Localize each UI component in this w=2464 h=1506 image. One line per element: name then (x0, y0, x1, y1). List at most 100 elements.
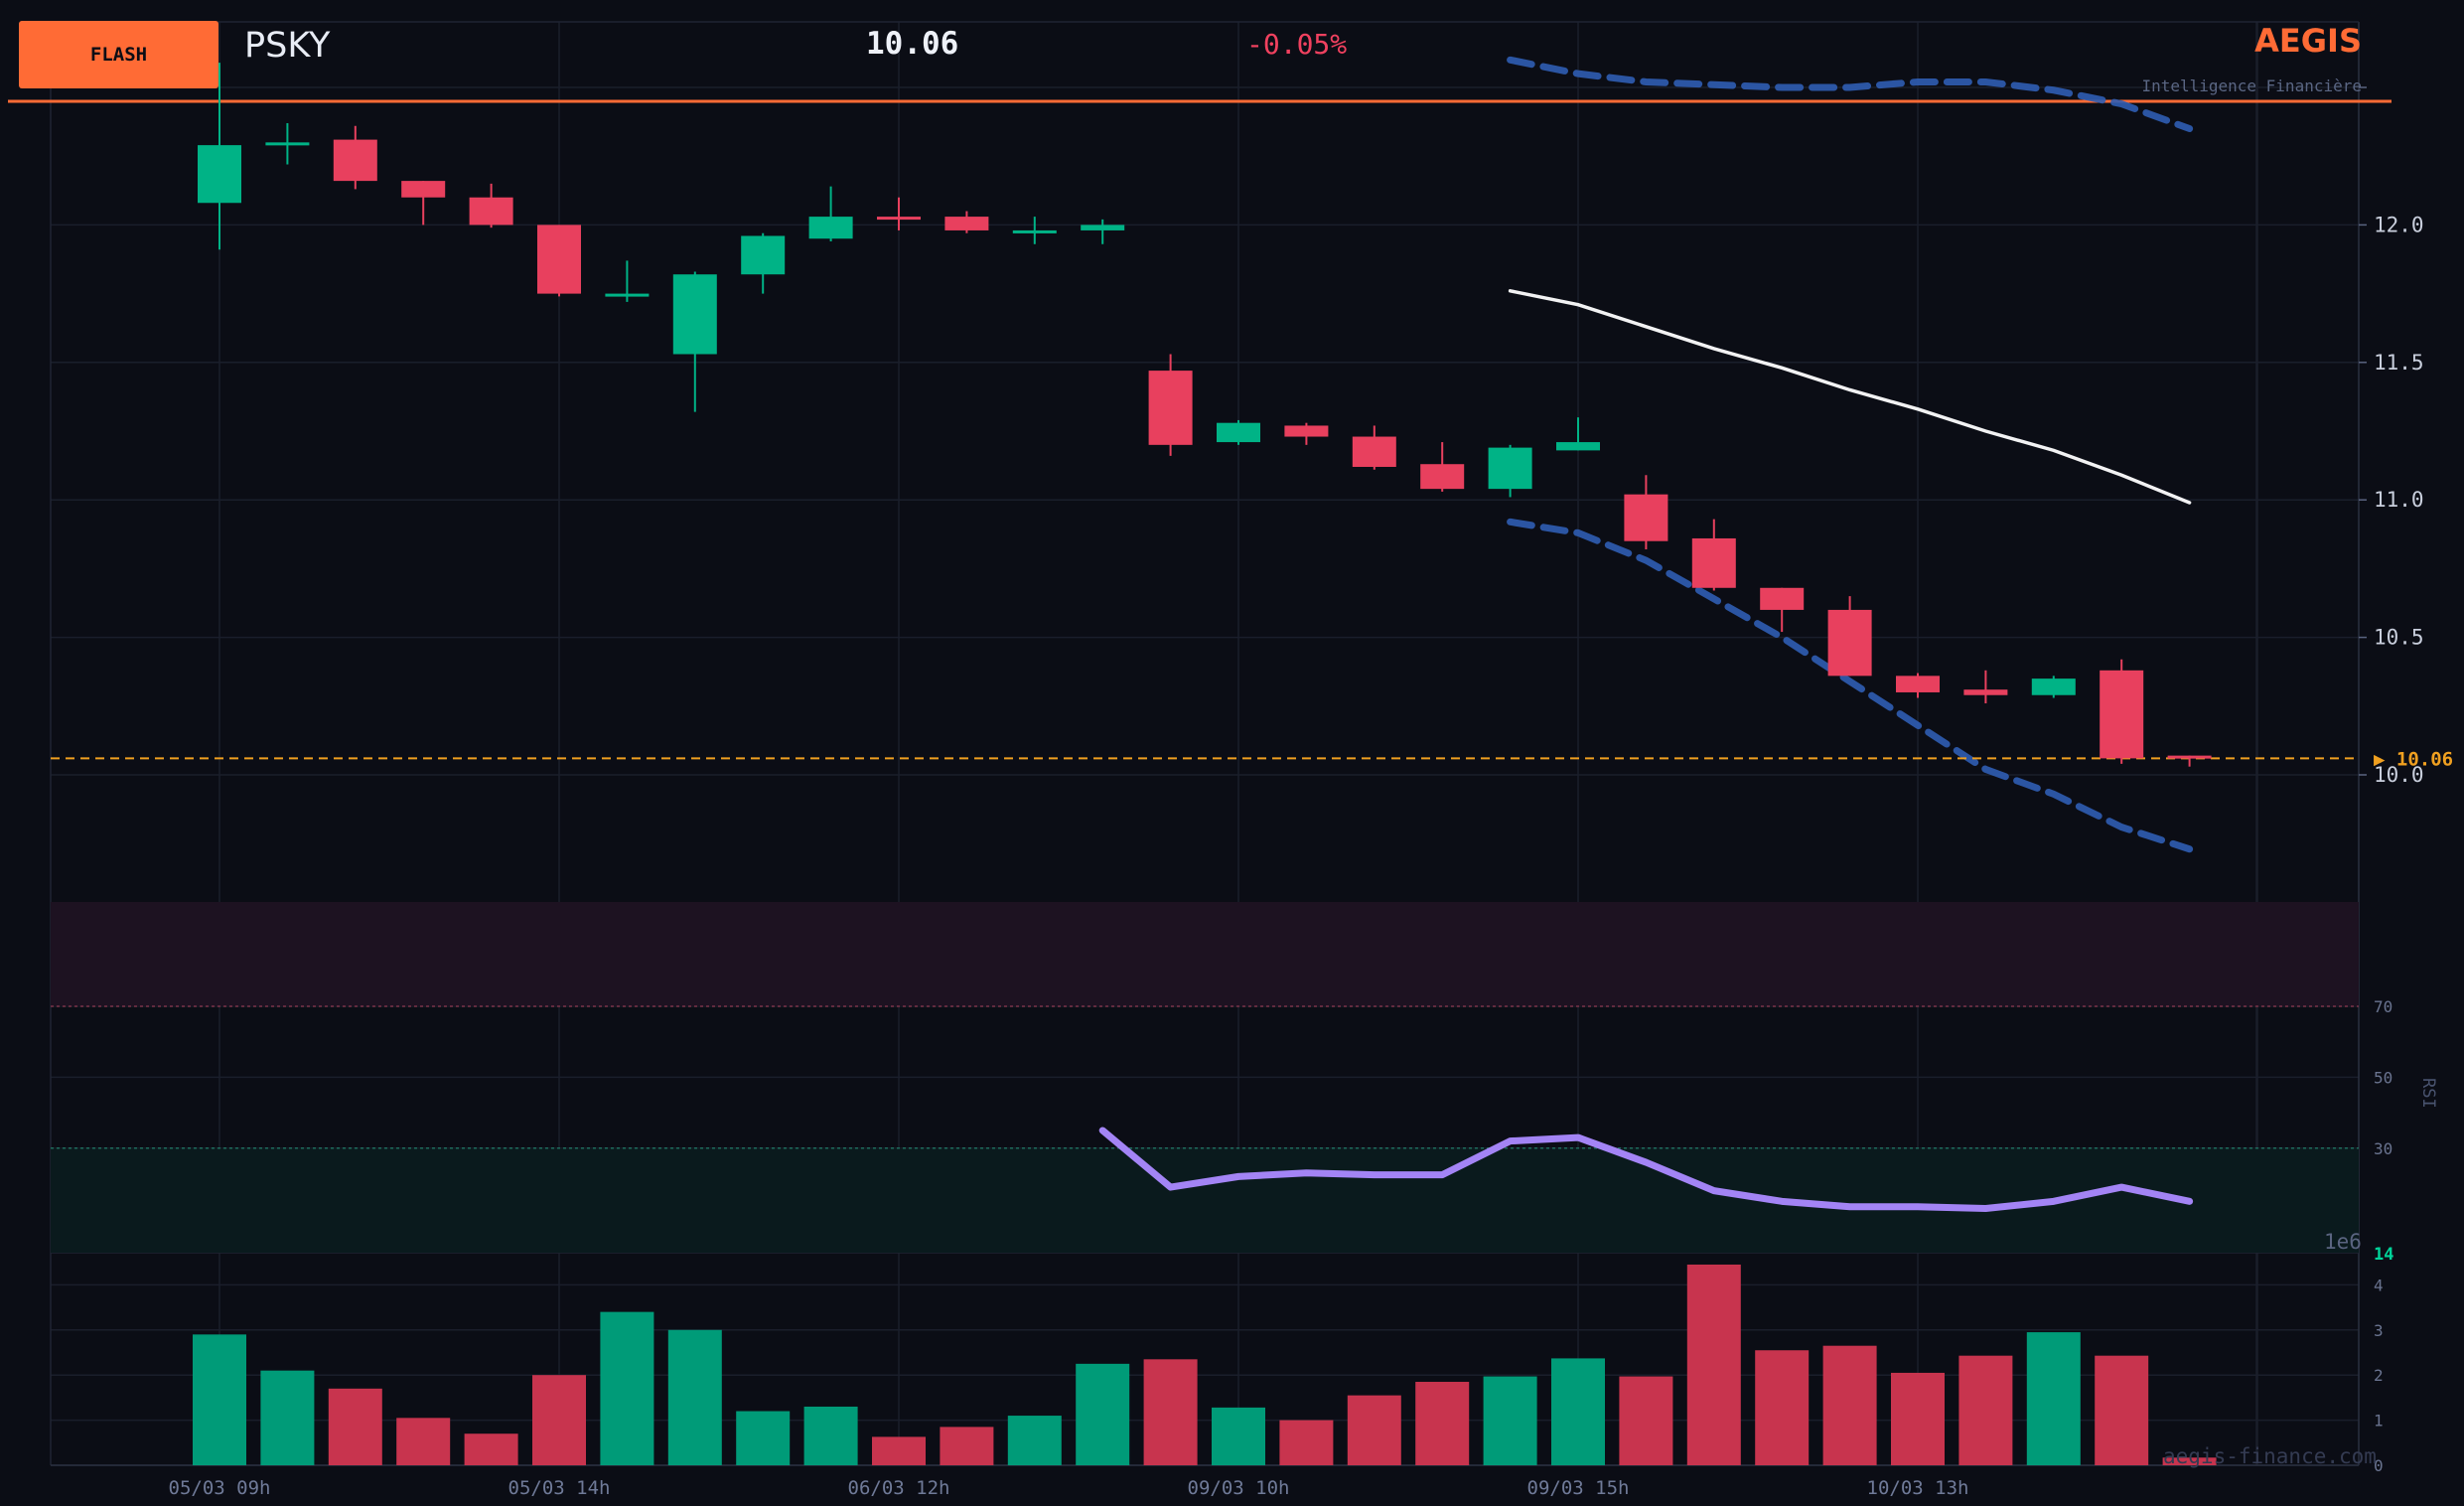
volume-bar[interactable] (1415, 1382, 1470, 1465)
volume-bar[interactable] (1958, 1355, 2013, 1465)
candle-body (944, 217, 989, 230)
volume-bar[interactable] (872, 1436, 926, 1465)
volume-bar[interactable] (600, 1311, 654, 1465)
volume-bar[interactable] (803, 1406, 858, 1465)
candle-body (1081, 225, 1125, 230)
candle-body (1760, 587, 1805, 610)
candle-body (1556, 442, 1600, 451)
candle-body (741, 235, 786, 275)
candle-body (1420, 464, 1465, 490)
candle-body (1896, 676, 1940, 692)
candle[interactable] (537, 225, 581, 297)
candle[interactable] (469, 183, 513, 228)
candle-body (1148, 371, 1193, 445)
volume-bar[interactable] (667, 1329, 722, 1465)
candle[interactable] (877, 197, 921, 230)
candle-body (808, 217, 853, 239)
volume-bar[interactable] (2095, 1355, 2149, 1465)
candle[interactable] (198, 63, 241, 250)
price-tick-label: 12.0 (2374, 213, 2424, 236)
price-tick-label: 11.0 (2374, 488, 2424, 512)
rsi-tick-label: 30 (2374, 1139, 2392, 1158)
price-overlays (51, 56, 2359, 853)
volume-tick-label: 4 (2374, 1276, 2384, 1294)
candle[interactable] (1420, 442, 1465, 492)
volume-bar[interactable] (532, 1375, 586, 1465)
volume-bar[interactable] (328, 1388, 382, 1465)
candle[interactable] (605, 260, 650, 302)
volume-bar[interactable] (1551, 1358, 1605, 1465)
time-tick-label: 05/03 09h (169, 1477, 271, 1499)
candle[interactable] (944, 211, 989, 233)
candle-body (2167, 755, 2212, 759)
candle[interactable] (808, 186, 853, 242)
candle-body (198, 145, 241, 204)
rsi-axis-label: RSI (2418, 1078, 2438, 1109)
volume-bar[interactable] (1483, 1376, 1537, 1465)
price-change: -0.05% (1246, 28, 1348, 61)
volume-bar[interactable] (1755, 1350, 1810, 1465)
candle[interactable] (1148, 354, 1193, 456)
candle[interactable] (1217, 419, 1260, 445)
volume-bar[interactable] (940, 1427, 994, 1465)
volume-bar[interactable] (1347, 1395, 1401, 1465)
candle[interactable] (2100, 659, 2144, 764)
volume-bar[interactable] (396, 1418, 451, 1465)
current-price: 10.06 (866, 26, 959, 62)
candle[interactable] (1827, 596, 1872, 677)
candle[interactable] (2167, 755, 2212, 767)
volume-series[interactable] (193, 1264, 2217, 1465)
volume-bar[interactable] (736, 1411, 791, 1465)
candlestick-series[interactable] (198, 63, 2212, 767)
volume-bar[interactable] (1279, 1420, 1334, 1465)
volume-bar[interactable] (1891, 1372, 1945, 1465)
volume-bar[interactable] (2026, 1332, 2081, 1465)
volume-bar[interactable] (1619, 1376, 1673, 1465)
candle[interactable] (1624, 475, 1668, 550)
brand-tagline: Intelligence Financière (2141, 76, 2362, 95)
volume-bar[interactable] (260, 1370, 315, 1465)
candle[interactable] (1081, 219, 1125, 244)
candle[interactable] (1556, 417, 1600, 451)
candle[interactable] (1760, 587, 1805, 633)
candle-body (469, 197, 513, 226)
candle[interactable] (1691, 519, 1736, 591)
rsi-zones (51, 902, 2359, 1253)
candle-body (1827, 609, 1872, 677)
candle-body (605, 293, 650, 297)
candle[interactable] (1488, 444, 1532, 498)
candle[interactable] (401, 181, 446, 226)
time-tick-label: 10/03 13h (1867, 1477, 1969, 1499)
volume-bar[interactable] (464, 1433, 518, 1465)
volume-bar[interactable] (1686, 1264, 1741, 1465)
candle[interactable] (1012, 217, 1057, 244)
volume-bar[interactable] (1143, 1359, 1198, 1465)
candle[interactable] (741, 232, 786, 294)
volume-bar[interactable] (1212, 1407, 1265, 1465)
volume-bar[interactable] (2162, 1457, 2217, 1465)
rsi-line (1098, 1127, 2194, 1212)
candle[interactable] (1963, 670, 2008, 704)
candle[interactable] (333, 125, 377, 190)
candle-body (1284, 425, 1329, 437)
volume-bar[interactable] (1076, 1363, 1130, 1465)
candle[interactable] (1352, 425, 1396, 470)
volume-scale-label: 1e6 (2324, 1230, 2362, 1254)
candle[interactable] (265, 122, 310, 165)
volume-bar[interactable] (1007, 1416, 1062, 1465)
time-tick-label: 09/03 15h (1527, 1477, 1630, 1499)
candle[interactable] (2031, 676, 2076, 698)
price-tick-label: 10.5 (2374, 626, 2424, 650)
candle[interactable] (1284, 422, 1329, 445)
volume-bar[interactable] (1822, 1345, 1877, 1465)
candle-body (265, 142, 310, 146)
volume-bar[interactable] (193, 1334, 246, 1465)
candle[interactable] (672, 271, 717, 412)
rsi-tick-label: 50 (2374, 1068, 2392, 1087)
flash-badge: FLASH (19, 21, 218, 88)
oversold-zone (51, 1147, 2359, 1253)
candle[interactable] (1896, 673, 1940, 698)
volume-max-label: 14 (2374, 1245, 2393, 1265)
